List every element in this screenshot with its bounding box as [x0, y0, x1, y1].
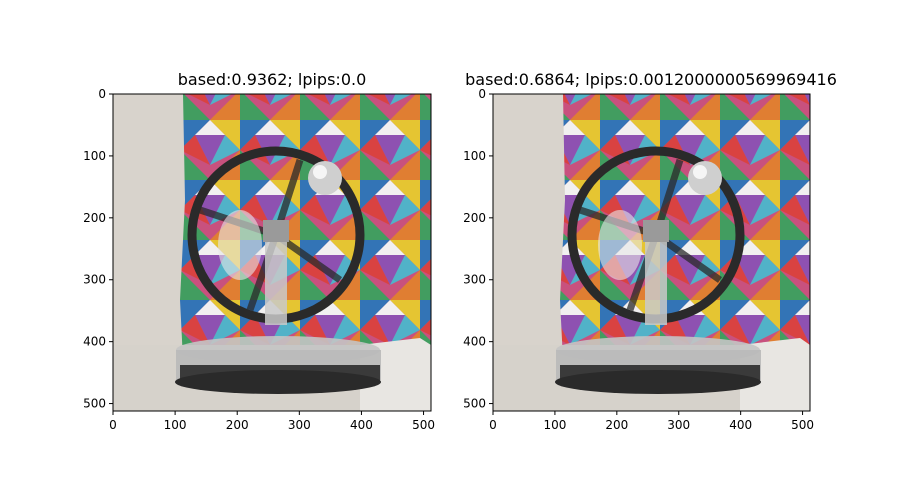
x-tick-label: 400 [729, 418, 752, 432]
y-tick-label: 100 [83, 149, 106, 163]
x-tick-label: 100 [543, 418, 566, 432]
x-tick-label: 200 [226, 418, 249, 432]
y-tick-label: 0 [478, 87, 486, 101]
y-tick-label: 300 [463, 273, 486, 287]
y-tick-label: 500 [83, 397, 106, 411]
subplot-1-image [113, 94, 431, 411]
x-tick-label: 500 [791, 418, 814, 432]
y-tick-label: 100 [463, 149, 486, 163]
y-tick-label: 400 [83, 335, 106, 349]
x-tick-label: 300 [288, 418, 311, 432]
x-tick-label: 500 [412, 418, 435, 432]
y-tick-label: 400 [463, 335, 486, 349]
y-tick-label: 300 [83, 273, 106, 287]
subplot-2-title: based:0.6864; lpips:0.001200000056996941… [465, 70, 837, 89]
subplot-1: based:0.9362; lpips:0.0 0 100 200 300 400 500… [83, 70, 435, 432]
y-tick-label: 0 [98, 87, 106, 101]
x-tick-label: 0 [489, 418, 497, 432]
subplot-1-title: based:0.9362; lpips:0.0 [178, 70, 367, 89]
x-tick-label: 200 [605, 418, 628, 432]
subplot-2: based:0.6864; lpips:0.001200000056996941… [463, 70, 837, 432]
y-tick-label: 500 [463, 397, 486, 411]
subplot-2-image [493, 94, 810, 411]
x-tick-label: 300 [667, 418, 690, 432]
y-tick-label: 200 [83, 211, 106, 225]
x-tick-label: 0 [109, 418, 117, 432]
y-tick-label: 200 [463, 211, 486, 225]
x-tick-label: 100 [164, 418, 187, 432]
x-tick-label: 400 [350, 418, 373, 432]
